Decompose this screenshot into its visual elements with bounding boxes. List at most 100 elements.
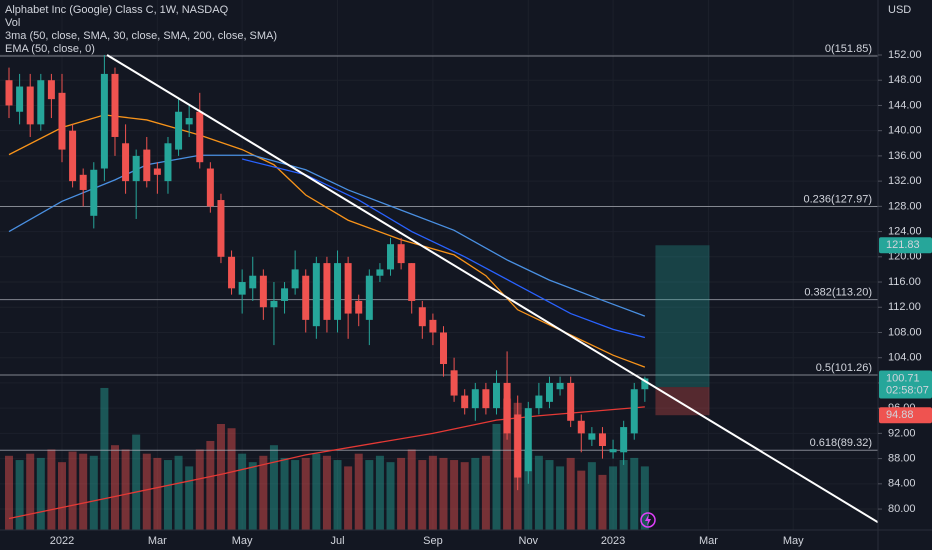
volume-bar <box>89 455 98 530</box>
moving-average <box>8 406 645 520</box>
price-tag-label: 121.83 <box>886 239 920 251</box>
trendline <box>106 54 879 524</box>
volume-pane <box>5 387 649 530</box>
volume-bar <box>216 424 225 530</box>
volume-bar <box>248 462 257 530</box>
grid <box>0 0 878 530</box>
y-tick-label: 80.00 <box>888 503 916 515</box>
volume-bar <box>428 455 437 530</box>
candle-body <box>630 389 638 434</box>
candle-body <box>588 433 596 440</box>
x-tick-label: May <box>232 535 253 547</box>
candle-body <box>5 80 13 106</box>
candle-body <box>249 275 257 289</box>
candle-body <box>355 300 363 314</box>
candle-body <box>217 200 225 257</box>
y-tick-label: 132.00 <box>888 175 922 187</box>
candle-body <box>69 130 77 182</box>
volume-bar <box>619 460 628 530</box>
candles <box>5 54 649 491</box>
candle-body <box>397 244 405 264</box>
volume-bar <box>312 453 321 530</box>
y-tick-label: 144.00 <box>888 99 922 111</box>
price-tag <box>879 370 932 399</box>
volume-bar <box>598 474 607 530</box>
volume-bar <box>68 451 77 530</box>
price-tag-label: 100.71 <box>886 372 920 384</box>
volume-bar <box>344 466 353 530</box>
volume-bar <box>132 434 141 530</box>
x-tick-label: Nov <box>519 535 539 547</box>
candle-body <box>196 111 204 163</box>
candle-body <box>238 282 246 295</box>
y-tick-label: 128.00 <box>888 200 922 212</box>
volume-bar <box>269 445 278 530</box>
volume-bar <box>322 455 331 530</box>
y-tick-label: 152.00 <box>888 49 922 61</box>
fib-label: 0.618(89.32) <box>810 437 872 449</box>
candle-body <box>270 300 278 308</box>
candle-body <box>365 275 373 320</box>
candle-body <box>58 92 66 150</box>
moving-averages <box>8 114 646 520</box>
candle-body <box>122 143 130 182</box>
candle-body <box>482 389 490 409</box>
candle-body <box>323 263 331 320</box>
candle-body <box>641 378 649 390</box>
volume-bar <box>460 462 469 530</box>
volume-bar <box>354 453 363 530</box>
candle-body <box>164 143 172 182</box>
candle-body <box>291 269 299 289</box>
volume-bar <box>471 457 480 530</box>
candle-body <box>26 86 34 125</box>
y-tick-label: 112.00 <box>888 301 921 313</box>
volume-bar <box>545 460 554 530</box>
volume-bar <box>534 455 543 530</box>
volume-bar <box>587 462 596 530</box>
volume-bar <box>365 460 374 530</box>
volume-bar <box>100 387 109 530</box>
volume-bar <box>36 457 45 530</box>
x-tick-label: Mar <box>699 535 718 547</box>
candle-body <box>281 288 289 301</box>
moving-average <box>8 154 646 317</box>
candle-body <box>37 80 45 125</box>
volume-bar <box>301 457 310 530</box>
x-tick-label: Jul <box>330 535 344 547</box>
volume-bar <box>185 466 194 530</box>
candle-body <box>408 263 416 301</box>
candle-body <box>132 155 140 182</box>
volume-bar <box>630 457 639 530</box>
candle-body <box>598 433 606 446</box>
volume-bar <box>418 460 427 530</box>
candle-body <box>111 73 119 137</box>
candle-body <box>471 389 479 409</box>
candle-body <box>514 414 522 478</box>
fib-label: 0.5(101.26) <box>816 362 872 374</box>
volume-bar <box>556 466 565 530</box>
candle-body <box>545 382 553 402</box>
volume-bar <box>291 460 300 530</box>
candle-body <box>567 382 575 421</box>
axes: 152.00 148.00 144.00 140.00 136.00 132.00 128.… <box>50 49 932 547</box>
volume-bar <box>26 453 35 530</box>
volume-bar <box>227 428 236 530</box>
y-tick-label: 136.00 <box>888 150 922 162</box>
candle-body <box>259 275 267 308</box>
volume-bar <box>5 455 14 530</box>
candle-body <box>429 319 437 333</box>
y-tick-label: 116.00 <box>888 276 921 288</box>
alert-icon[interactable] <box>640 512 656 528</box>
fib-retracement: 0(151.85) 0.236(127.97) 0.382(113.20) 0.5(1… <box>0 43 878 451</box>
y-tick-label: 88.00 <box>888 453 916 465</box>
volume-bar <box>609 466 618 530</box>
volume-bar <box>397 457 406 530</box>
indicator-label: EMA (50, close, 0) <box>5 43 95 55</box>
x-tick-label: 2023 <box>601 535 625 547</box>
candle-body <box>143 149 151 182</box>
x-tick-label: 2022 <box>50 535 74 547</box>
candle-body <box>312 263 320 327</box>
price-tag-label: 94.88 <box>886 409 914 421</box>
candle-body <box>440 332 448 365</box>
